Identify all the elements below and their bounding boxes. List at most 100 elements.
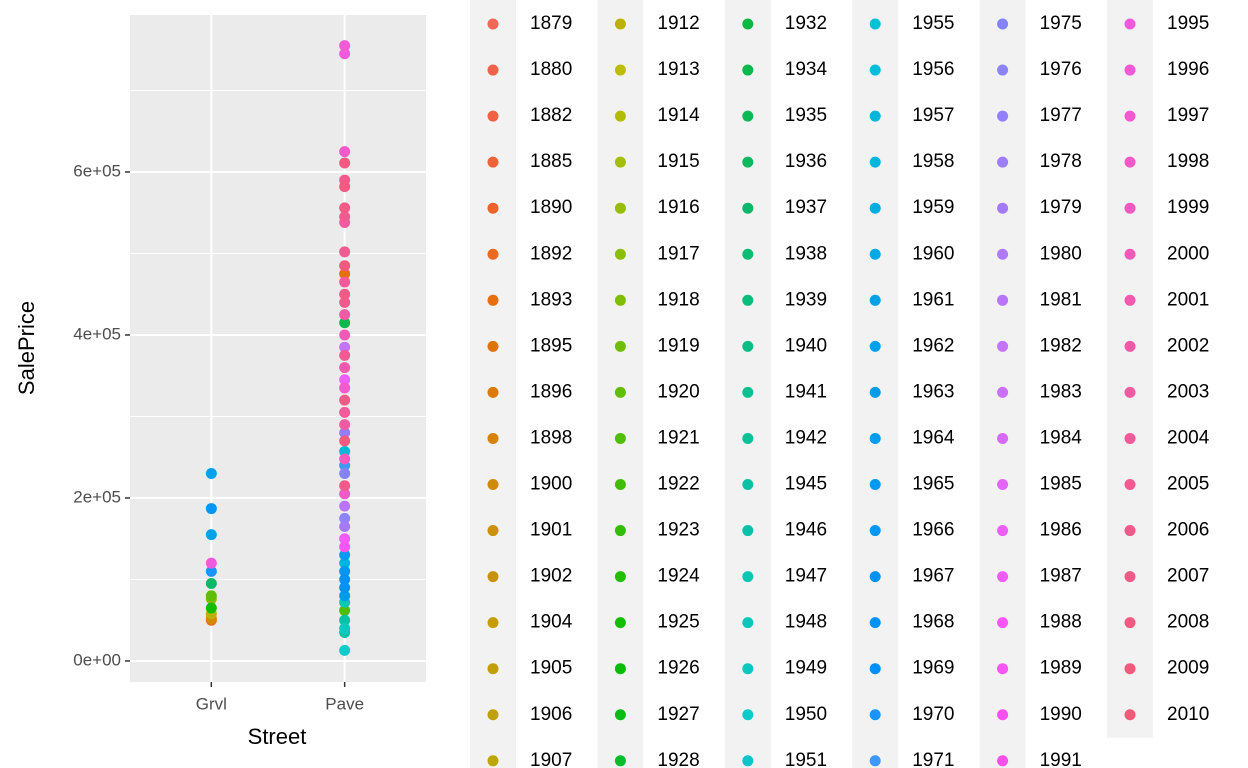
point [339,268,351,280]
legend-label: 1958 [912,151,954,172]
legend-label: 1915 [657,151,699,172]
point [339,427,351,439]
legend-key-background [724,0,771,768]
point [339,288,351,300]
legend-key [742,64,754,76]
legend-label: 1946 [785,520,827,541]
legend-key [487,571,499,583]
legend-label: 1985 [1040,474,1082,495]
point [205,590,217,602]
legend-key-background [852,0,899,768]
legend-key [742,617,754,629]
legend-key [997,709,1009,721]
point [339,40,351,52]
legend-label: 1907 [530,750,572,768]
legend-key [742,432,754,444]
legend-label: 1936 [785,151,827,172]
legend-label: 1963 [912,381,954,402]
legend-label: 1971 [912,750,954,768]
legend-label: 1917 [657,243,699,264]
legend-label: 1956 [912,59,954,80]
legend-key [997,617,1009,629]
legend-label: 1968 [912,612,954,633]
legend-label: 1939 [785,289,827,310]
point [339,157,351,169]
legend-key [869,663,881,675]
panel-background [130,15,426,682]
legend-label: 2000 [1167,243,1209,264]
legend-key [742,18,754,30]
legend-key [1124,64,1136,76]
legend-key [1124,617,1136,629]
legend-key [487,755,499,767]
legend-label: 1898 [530,427,572,448]
legend-label: 1967 [912,566,954,587]
legend-key [487,340,499,352]
legend-key [869,294,881,306]
legend-label: 1999 [1167,197,1209,218]
legend-key [742,202,754,214]
legend-key [1124,294,1136,306]
point [339,590,351,602]
legend-key [487,156,499,168]
legend-label: 1965 [912,474,954,495]
legend-label: 2008 [1167,612,1209,633]
legend-label: 1902 [530,566,572,587]
legend-label: 2001 [1167,289,1209,310]
legend-key [1124,202,1136,214]
legend-key [742,248,754,260]
legend-label: 1896 [530,381,572,402]
point [339,533,351,545]
point [339,419,351,431]
legend-key [614,294,626,306]
legend-label: 1991 [1040,750,1082,768]
point [205,578,217,590]
legend-label: 2002 [1167,335,1209,356]
legend-label: 1940 [785,335,827,356]
point [339,435,351,447]
legend-key [614,340,626,352]
legend-label: 1988 [1040,612,1082,633]
point [339,382,351,394]
legend-label: 1962 [912,335,954,356]
legend-label: 1969 [912,658,954,679]
point [339,573,351,585]
legend-key [487,110,499,122]
legend-key [997,110,1009,122]
legend-label: 1955 [912,13,954,34]
legend-label: 1904 [530,612,573,633]
legend-label: 1916 [657,197,699,218]
legend-key [742,571,754,583]
legend-key [487,294,499,306]
legend-key [997,340,1009,352]
point [205,565,217,577]
point [339,453,351,465]
legend-key [742,479,754,490]
legend-label: 1932 [785,13,827,34]
legend-label: 1890 [530,197,572,218]
legend-label: 1924 [657,566,700,587]
legend-key [997,18,1009,30]
legend-label: 1938 [785,243,827,264]
legend-label: 1926 [657,658,699,679]
legend-key [487,709,499,721]
legend-key-background [979,0,1026,768]
point [339,181,351,193]
legend-key [614,64,626,76]
point [339,309,351,321]
legend-key [1124,663,1136,675]
legend-label: 1901 [530,520,572,541]
point [339,260,351,272]
x-tick-label: Pave [325,694,364,713]
legend-label: 1941 [785,381,827,402]
legend-label: 1942 [785,427,827,448]
legend-label: 1966 [912,520,954,541]
legend-key [614,709,626,721]
legend-label: 1947 [785,566,827,587]
point [339,565,351,577]
point [339,362,351,374]
point [339,296,351,308]
legend-label: 1995 [1167,13,1209,34]
point [339,557,351,569]
legend-label: 1918 [657,289,699,310]
